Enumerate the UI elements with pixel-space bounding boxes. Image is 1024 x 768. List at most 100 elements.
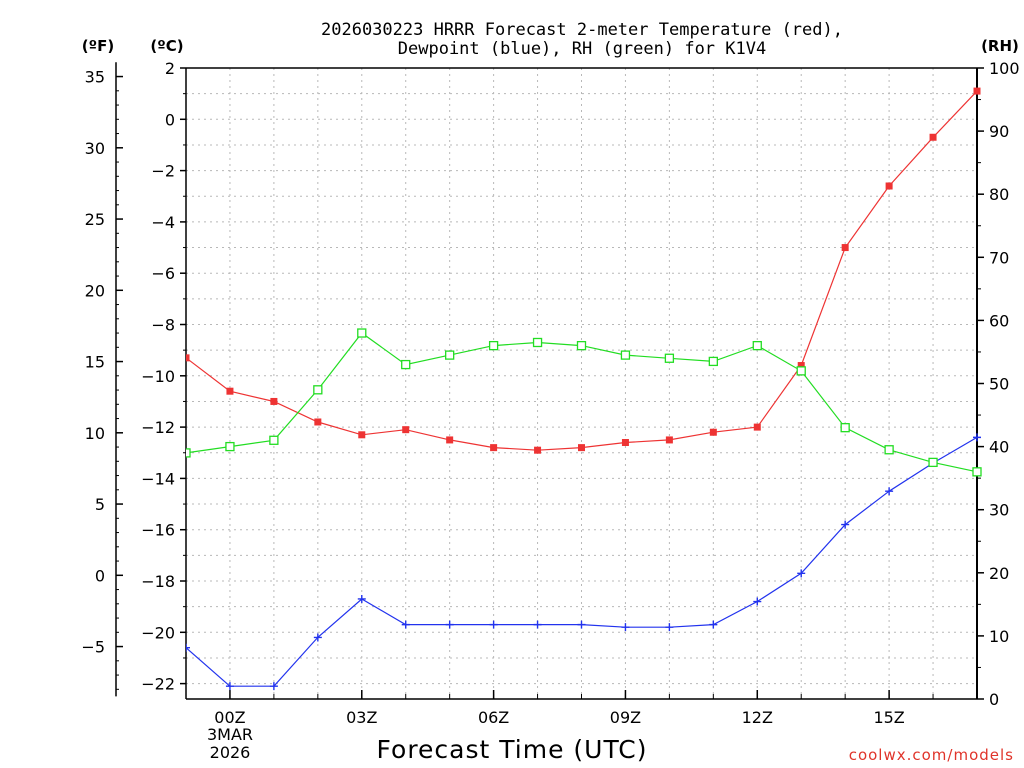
dewpoint-point (665, 623, 674, 632)
temperature-point (490, 444, 498, 452)
temperature-point (402, 426, 410, 434)
celsius-tick-label: −14 (141, 469, 175, 488)
rh-point (532, 337, 543, 348)
x-tick-label: 12Z (742, 708, 773, 727)
dewpoint-point (225, 682, 234, 691)
celsius-unit-label: (ºC) (150, 37, 183, 55)
temperature-point (186, 354, 190, 362)
fahrenheit-tick-label: 30 (85, 139, 105, 158)
rh-point (576, 340, 587, 351)
rh-point (664, 353, 675, 363)
temperature-point (270, 397, 278, 405)
temperature-point (797, 362, 805, 370)
temperature-point (841, 244, 849, 252)
rh-point (884, 445, 894, 455)
rh-point (225, 441, 235, 452)
fahrenheit-tick-label: 0 (95, 566, 105, 585)
rh-point (313, 385, 323, 395)
celsius-tick-label: −2 (151, 162, 175, 181)
temperature-point (446, 436, 454, 444)
celsius-tick-label: −10 (141, 367, 175, 386)
fahrenheit-tick-label: 20 (85, 281, 105, 300)
date-label-year: 2026 (210, 743, 251, 762)
temperature-point (621, 438, 629, 446)
fahrenheit-tick-label: 5 (95, 495, 105, 514)
celsius-tick-label: −22 (141, 675, 175, 694)
rh-tick-label: 80 (989, 185, 1009, 204)
celsius-tick-label: −12 (141, 418, 175, 437)
rh-point (752, 340, 762, 351)
dewpoint-point (709, 620, 718, 629)
x-axis-label: Forecast Time (UTC) (377, 735, 648, 764)
temperature-point (929, 133, 937, 141)
dewpoint-point (313, 633, 322, 642)
dewpoint-point (357, 594, 366, 603)
chart-subtitle: Dewpoint (blue), RH (green) for K1V4 (398, 39, 766, 59)
date-label-month: 3MAR (207, 725, 253, 744)
rh-tick-label: 70 (989, 248, 1009, 267)
temperature-point (358, 431, 366, 439)
temperature-point (753, 423, 761, 431)
dewpoint-point (186, 643, 190, 652)
x-tick-label: 06Z (478, 708, 509, 727)
rh-tick-label: 50 (989, 375, 1009, 394)
x-tick-label: 03Z (346, 708, 377, 727)
rh-point (186, 448, 191, 458)
rh-tick-label: 0 (989, 690, 999, 709)
celsius-tick-label: −6 (151, 264, 175, 283)
rh-unit-label: (RH) (981, 37, 1019, 55)
dewpoint-point (973, 433, 981, 442)
celsius-tick-label: −16 (141, 521, 175, 540)
fahrenheit-unit-label: (ºF) (82, 37, 114, 55)
rh-tick-label: 40 (989, 438, 1009, 457)
dewpoint-point (621, 623, 630, 632)
celsius-tick-label: −20 (141, 623, 175, 642)
temperature-point (973, 87, 981, 95)
dewpoint-point (269, 682, 278, 691)
series-rh (186, 328, 982, 477)
rh-point (357, 328, 367, 338)
temperature-point (578, 444, 585, 452)
rh-point (840, 423, 850, 433)
rh-point (401, 359, 411, 370)
temperature-point (314, 418, 322, 426)
temperature-point (885, 182, 893, 190)
chart-title: 2026030223 HRRR Forecast 2-meter Tempera… (321, 20, 843, 40)
series-dewpoint (186, 433, 981, 691)
rh-tick-label: 30 (989, 501, 1009, 520)
rh-point (488, 340, 499, 351)
rh-point (445, 350, 455, 360)
dewpoint-point (797, 569, 806, 578)
rh-tick-label: 60 (989, 311, 1009, 330)
grid-lines (185, 68, 978, 699)
fahrenheit-tick-label: 25 (85, 210, 105, 229)
series-temperature (186, 87, 981, 454)
dewpoint-point (533, 620, 542, 629)
celsius-tick-label: 0 (165, 110, 175, 129)
celsius-tick-label: −4 (151, 213, 175, 232)
celsius-tick-label: −8 (151, 316, 175, 335)
dewpoint-point (577, 620, 586, 629)
celsius-tick-label: −18 (141, 572, 175, 591)
x-tick-label: 15Z (873, 708, 904, 727)
fahrenheit-tick-label: −5 (81, 638, 105, 657)
data-series (186, 87, 982, 691)
rh-point (269, 435, 279, 445)
rh-point (928, 457, 938, 468)
dewpoint-point (885, 487, 894, 496)
dewpoint-point (445, 620, 454, 629)
temperature-point (534, 446, 542, 454)
fahrenheit-tick-label: 10 (85, 424, 105, 443)
x-tick-label: 09Z (610, 708, 641, 727)
axes: 20−2−4−6−8−10−12−14−16−18−20−22353025201… (81, 59, 1019, 727)
fahrenheit-tick-label: 35 (85, 68, 105, 87)
rh-tick-label: 100 (989, 59, 1020, 78)
rh-point (620, 350, 631, 360)
fahrenheit-tick-label: 15 (85, 353, 105, 372)
dewpoint-point (401, 620, 410, 629)
rh-point (796, 366, 806, 376)
celsius-tick-label: 2 (165, 59, 175, 78)
rh-tick-label: 90 (989, 122, 1009, 141)
dewpoint-point (753, 597, 762, 606)
